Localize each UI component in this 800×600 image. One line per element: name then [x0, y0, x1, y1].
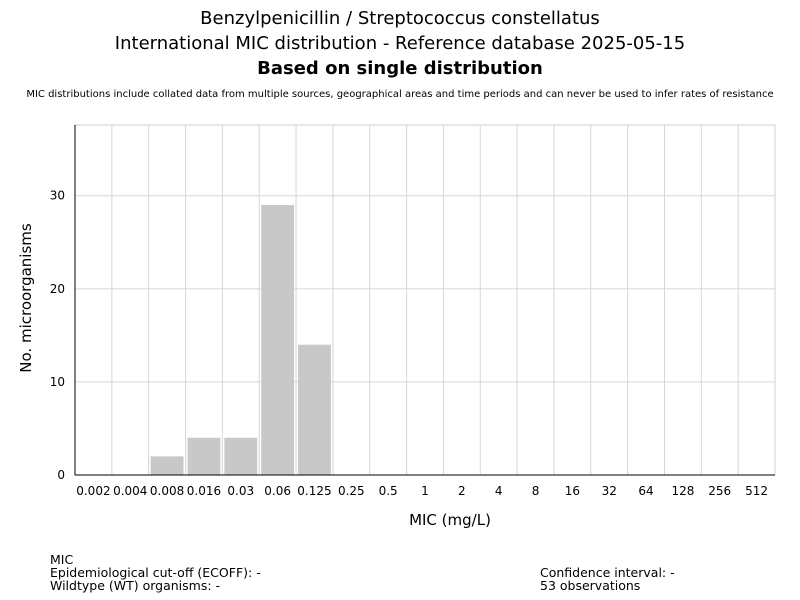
bar-0.008: [150, 456, 184, 475]
plot-area-border: [74, 124, 776, 476]
x-tick-label: 0.25: [338, 484, 365, 498]
bar-0.016: [187, 437, 221, 475]
confidence-interval-text: Confidence interval: -: [540, 565, 675, 580]
x-tick-label: 4: [495, 484, 503, 498]
mic-label: MIC: [50, 552, 74, 567]
x-tick-label: 512: [745, 484, 768, 498]
bar-0.03: [224, 437, 258, 475]
x-tick-label: 128: [671, 484, 694, 498]
y-tick-label: 10: [50, 375, 65, 389]
x-tick-label: 0.125: [297, 484, 331, 498]
bar-0.125: [298, 344, 331, 475]
bar-0.06: [261, 205, 295, 475]
y-tick-label: 30: [50, 189, 65, 203]
x-tick-label: 1: [421, 484, 429, 498]
x-tick-label: 2: [458, 484, 466, 498]
x-tick-label: 256: [708, 484, 731, 498]
x-tick-label: 0.06: [264, 484, 291, 498]
observations-count: 53 observations: [540, 578, 641, 593]
disclaimer-text: MIC distributions include collated data …: [26, 89, 774, 100]
x-tick-label: 0.004: [113, 484, 147, 498]
x-tick-label: 8: [532, 484, 540, 498]
x-tick-label: 0.002: [76, 484, 110, 498]
wildtype-text: Wildtype (WT) organisms: -: [50, 578, 221, 593]
x-tick-label: 64: [638, 484, 653, 498]
x-tick-label: 0.03: [227, 484, 254, 498]
footer-right: Confidence interval: - 53 observations: [540, 566, 675, 592]
y-tick-label: 20: [50, 282, 65, 296]
chart-title-line1: Benzylpenicillin / Streptococcus constel…: [200, 8, 600, 29]
chart-title-line2: International MIC distribution - Referen…: [114, 33, 686, 54]
x-tick-label: 32: [602, 484, 617, 498]
x-tick-label: 0.5: [379, 484, 398, 498]
x-tick-label: 16: [565, 484, 580, 498]
x-tick-label: 0.008: [150, 484, 184, 498]
x-tick-label: 0.016: [187, 484, 221, 498]
y-axis-label: No. microorganisms: [17, 223, 35, 373]
footer-left: MIC Epidemiological cut-off (ECOFF): - W…: [50, 553, 261, 592]
ecoff-text: Epidemiological cut-off (ECOFF): -: [50, 565, 261, 580]
chart-title-line3: Based on single distribution: [257, 58, 543, 79]
y-tick-label: 0: [57, 468, 65, 482]
x-axis-label: MIC (mg/L): [409, 511, 491, 529]
